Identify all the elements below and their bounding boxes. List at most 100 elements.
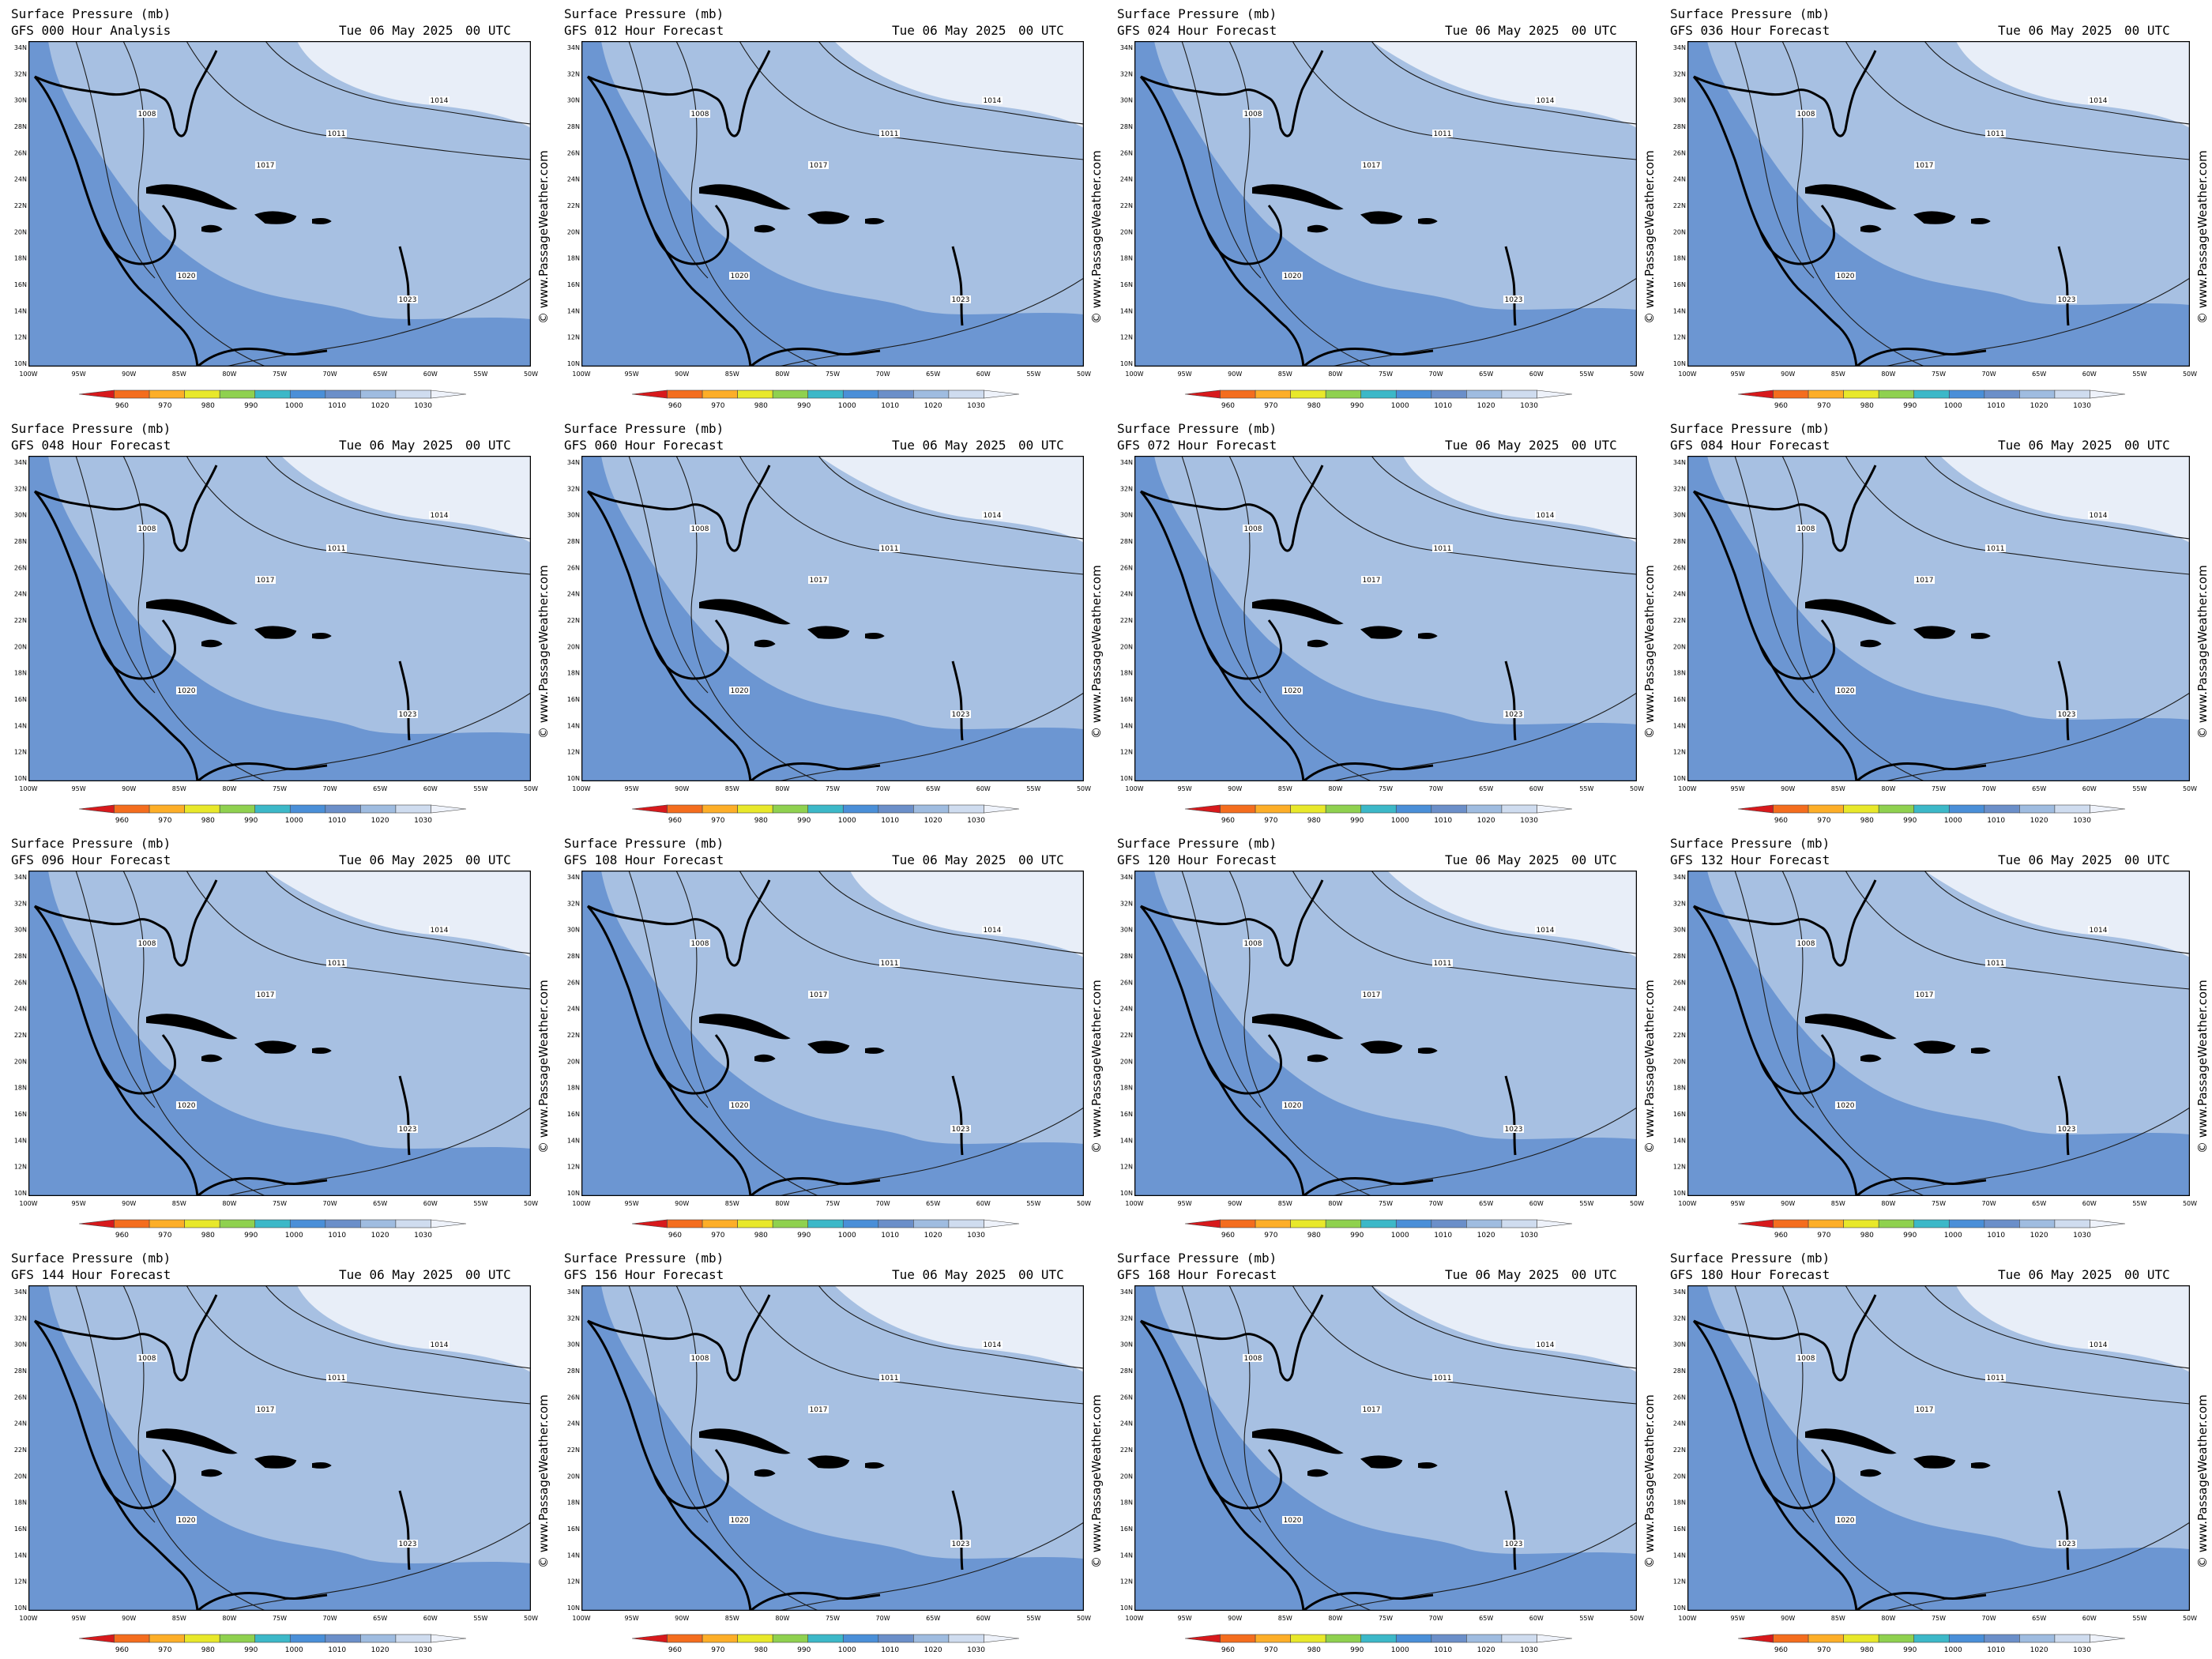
colorbar-swatch xyxy=(254,1219,291,1228)
colorbar-tick: 970 xyxy=(1817,1232,1830,1240)
watermark-text: © www.PassageWeather.com xyxy=(1642,565,1657,739)
colorbar-swatch xyxy=(431,389,467,399)
isobar-line xyxy=(628,456,709,694)
colorbar-swatch xyxy=(1360,389,1397,399)
colorbar-tick: 1000 xyxy=(285,402,303,410)
latitude-tick: 24N xyxy=(567,1006,580,1013)
longitude-tick: 80W xyxy=(775,1200,789,1207)
island-outline xyxy=(1360,626,1403,639)
map-axes: 34N32N30N28N26N24N22N20N18N16N14N12N10N1… xyxy=(1673,874,2197,1240)
pressure-map[interactable]: 1008 1011 1014 1017 1020 1023 xyxy=(581,456,1084,781)
colorbar-swatch xyxy=(878,1634,914,1643)
pressure-map[interactable]: 1008 1011 1014 1017 1020 1023 xyxy=(1134,871,1637,1196)
pressure-map[interactable]: 1008 1011 1014 1017 1020 1023 xyxy=(28,871,531,1196)
colorbar-swatch xyxy=(289,389,326,399)
isobar-label-bg xyxy=(1503,1125,1524,1133)
isobar-label-bg xyxy=(690,939,710,947)
forecast-panel[interactable]: Surface Pressure (mb) GFS 156 Hour Foreca… xyxy=(553,1244,1106,1659)
colorbar-swatch xyxy=(114,1219,150,1228)
forecast-panel[interactable]: Surface Pressure (mb) GFS 108 Hour Foreca… xyxy=(553,830,1106,1244)
forecast-panel[interactable]: Surface Pressure (mb) GFS 180 Hour Foreca… xyxy=(1659,1244,2212,1659)
pressure-map[interactable]: 1008 1011 1014 1017 1020 1023 xyxy=(28,41,531,367)
isobar-line xyxy=(1734,456,1815,694)
longitude-tick: 50W xyxy=(1077,1615,1091,1622)
forecast-panel[interactable]: Surface Pressure (mb) GFS 144 Hour Foreca… xyxy=(0,1244,553,1659)
isobar-label: 1017 xyxy=(810,991,828,999)
isobar-label-bg xyxy=(326,1374,347,1382)
forecast-panel[interactable]: Surface Pressure (mb) GFS 132 Hour Foreca… xyxy=(1659,830,2212,1244)
longitude-tick: 70W xyxy=(1429,1200,1443,1207)
isobar-label-bg xyxy=(1796,1354,1816,1362)
forecast-panel[interactable]: Surface Pressure (mb) GFS 012 Hour Foreca… xyxy=(553,0,1106,415)
pressure-map[interactable]: 1008 1011 1014 1017 1020 1023 xyxy=(581,871,1084,1196)
pressure-map[interactable]: 1008 1011 1014 1017 1020 1023 xyxy=(1134,41,1637,367)
colorbar-swatch xyxy=(1537,1219,1573,1228)
isobar-label-bg xyxy=(1796,110,1816,118)
pressure-map[interactable]: 1008 1011 1014 1017 1020 1023 xyxy=(28,1285,531,1611)
isobar-label: 1017 xyxy=(1363,991,1381,999)
longitude-tick: 65W xyxy=(926,1615,940,1622)
colorbar-swatch xyxy=(395,389,431,399)
forecast-panel[interactable]: Surface Pressure (mb) GFS 060 Hour Foreca… xyxy=(553,415,1106,830)
colorbar-swatch xyxy=(184,1634,220,1643)
isobar-label: 1023 xyxy=(952,296,970,304)
pressure-map[interactable]: 1008 1011 1014 1017 1020 1023 xyxy=(1687,456,2190,781)
longitude-tick: 50W xyxy=(2183,1615,2197,1622)
latitude-tick: 16N xyxy=(1120,1525,1133,1533)
colorbar-swatch xyxy=(1255,389,1291,399)
forecast-panel[interactable]: Surface Pressure (mb) GFS 024 Hour Foreca… xyxy=(1106,0,1659,415)
pressure-map[interactable]: 1008 1011 1014 1017 1020 1023 xyxy=(28,456,531,781)
coastline xyxy=(1504,246,1517,326)
forecast-panel[interactable]: Surface Pressure (mb) GFS 120 Hour Foreca… xyxy=(1106,830,1659,1244)
pressure-map[interactable]: 1008 1011 1014 1017 1020 1023 xyxy=(581,1285,1084,1611)
latitude-tick: 24N xyxy=(14,176,27,183)
isobar-label: 1017 xyxy=(257,1406,275,1414)
pressure-fill-low xyxy=(1134,871,1637,1196)
isobar-label: 1011 xyxy=(328,545,346,553)
map-frame xyxy=(28,41,531,367)
pressure-map[interactable]: 1008 1011 1014 1017 1020 1023 xyxy=(1687,1285,2190,1611)
forecast-panel[interactable]: Surface Pressure (mb) GFS 048 Hour Foreca… xyxy=(0,415,553,830)
colorbar-swatch xyxy=(114,804,150,814)
panel-forecast-label: GFS 156 Hour Forecast xyxy=(564,1267,724,1282)
latitude-tick: 20N xyxy=(567,228,580,235)
island-outline xyxy=(1913,211,1956,224)
isobar-label-bg xyxy=(729,1516,750,1524)
colorbar-swatch xyxy=(1360,1219,1397,1228)
forecast-panel[interactable]: Surface Pressure (mb) GFS 096 Hour Foreca… xyxy=(0,830,553,1244)
colorbar-swatch xyxy=(1878,804,1915,814)
colorbar-swatch xyxy=(842,804,879,814)
latitude-tick: 16N xyxy=(1120,1111,1133,1118)
island-outline xyxy=(807,1040,850,1054)
latitude-tick: 22N xyxy=(14,1032,27,1039)
isobar-label: 1011 xyxy=(1987,1375,2005,1382)
forecast-panel[interactable]: Surface Pressure (mb) GFS 168 Hour Foreca… xyxy=(1106,1244,1659,1659)
forecast-panel[interactable]: Surface Pressure (mb) GFS 084 Hour Foreca… xyxy=(1659,415,2212,830)
isobar-label-bg xyxy=(950,295,971,303)
map-axes: 34N32N30N28N26N24N22N20N18N16N14N12N10N1… xyxy=(567,44,1091,410)
isobar-label: 1017 xyxy=(810,1406,828,1414)
forecast-panel[interactable]: Surface Pressure (mb) GFS 072 Hour Foreca… xyxy=(1106,415,1659,830)
pressure-fill-low xyxy=(1134,456,1637,781)
island-outline xyxy=(1418,1462,1438,1469)
colorbar-swatch xyxy=(1325,804,1362,814)
colorbar-tick: 970 xyxy=(158,817,171,825)
isobar-label: 1023 xyxy=(952,711,970,719)
colorbar-tick: 990 xyxy=(244,402,258,410)
colorbar-swatch xyxy=(1501,1634,1537,1643)
pressure-map[interactable]: 1008 1011 1014 1017 1020 1023 xyxy=(1687,41,2190,367)
forecast-panel[interactable]: Surface Pressure (mb) GFS 000 Hour Analys… xyxy=(0,0,553,415)
isobar-label: 1014 xyxy=(2090,97,2108,105)
colorbar-swatch xyxy=(2019,1634,2056,1643)
longitude-tick: 55W xyxy=(1026,1615,1040,1622)
latitude-tick: 12N xyxy=(14,334,27,341)
forecast-panel[interactable]: Surface Pressure (mb) GFS 036 Hour Foreca… xyxy=(1659,0,2212,415)
pressure-map[interactable]: 1008 1011 1014 1017 1020 1023 xyxy=(1134,1285,1637,1611)
pressure-map[interactable]: 1008 1011 1014 1017 1020 1023 xyxy=(581,41,1084,367)
latitude-tick: 28N xyxy=(14,538,27,545)
pressure-map[interactable]: 1008 1011 1014 1017 1020 1023 xyxy=(1687,871,2190,1196)
isobar-label-bg xyxy=(1282,1516,1303,1524)
colorbar-swatch xyxy=(1913,1634,1950,1643)
pressure-map[interactable]: 1008 1011 1014 1017 1020 1023 xyxy=(1134,456,1637,781)
longitude-tick: 60W xyxy=(423,1615,438,1622)
